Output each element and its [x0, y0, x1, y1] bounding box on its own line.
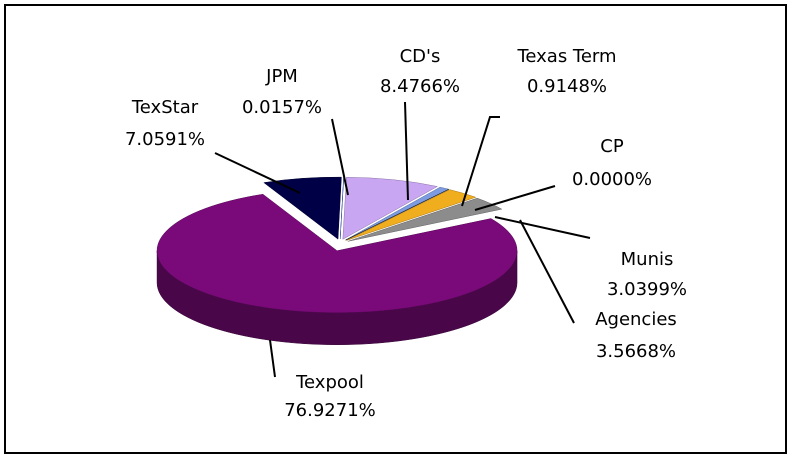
slice	[347, 197, 503, 242]
slice-value: 0.9148%	[527, 76, 607, 97]
slice-label: CD's	[400, 46, 441, 67]
slice-value: 0.0157%	[242, 97, 322, 118]
slice-value: 3.5668%	[596, 341, 676, 362]
leader-line	[214, 152, 301, 194]
slice-value: 3.0399%	[607, 279, 687, 300]
slice	[156, 193, 518, 313]
slice-value: 76.9271%	[284, 400, 376, 421]
slice-value: 8.4766%	[380, 76, 460, 97]
slice-label: JPM	[265, 66, 298, 87]
leader-line	[404, 101, 409, 201]
slice	[345, 189, 449, 241]
slice	[263, 176, 342, 240]
leader-line	[461, 116, 500, 207]
slice-value: 7.0591%	[125, 129, 205, 150]
slice-label: Texas Term	[516, 46, 616, 67]
slice-label: Agencies	[595, 309, 677, 330]
slice	[346, 189, 477, 241]
slice-value: 0.0000%	[572, 169, 652, 190]
slice-label: Texpool	[295, 372, 364, 393]
slice	[342, 177, 439, 240]
leader-line	[519, 219, 575, 324]
leader-line	[331, 118, 349, 196]
leader-line	[269, 339, 276, 378]
pie-tops	[156, 176, 518, 313]
labels: CD's 8.4766% Texas Term 0.9148% CP 0.0000% Mun…	[125, 46, 687, 421]
slice-label: Munis	[621, 249, 674, 270]
slice-label: CP	[600, 136, 624, 157]
slice-label: TexStar	[131, 97, 199, 118]
leader-line	[474, 185, 556, 211]
leader-line	[494, 216, 591, 239]
